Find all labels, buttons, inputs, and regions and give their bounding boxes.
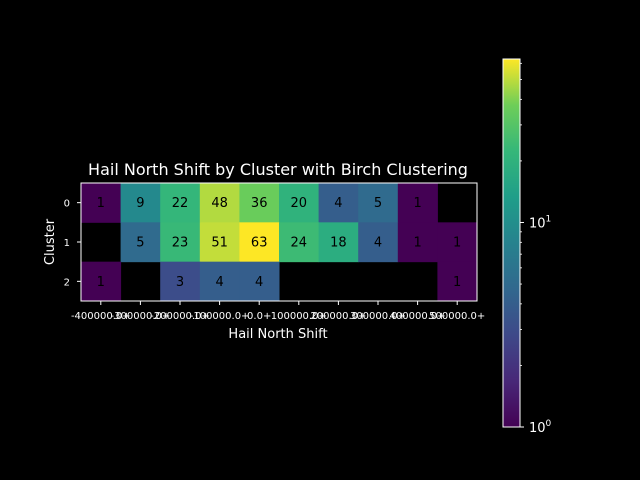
x-tick-label: 300000.0+ bbox=[350, 311, 406, 322]
cell-value-label: 51 bbox=[211, 236, 228, 251]
x-axis-ticks: -400000.0+-300000.0+-200000.0+-100000.0+… bbox=[71, 301, 485, 322]
heatmap-cell bbox=[358, 183, 399, 223]
cell-value-label: 1 bbox=[97, 196, 105, 211]
heatmap-cell bbox=[160, 222, 201, 263]
cell-value-label: 20 bbox=[291, 196, 308, 211]
heatmap-cell bbox=[160, 261, 201, 302]
heatmap-cell bbox=[81, 261, 122, 302]
heatmap-cell bbox=[120, 183, 161, 223]
heatmap-cells: 1 9 22 48 36 20 4 5 15 23 51 63 24 18 4 1 11 3 4 4 1 bbox=[81, 183, 478, 302]
x-tick-label: -200000.0+ bbox=[150, 311, 210, 322]
cell-value-label: 4 bbox=[334, 196, 342, 211]
heatmap-cell bbox=[397, 222, 438, 263]
heatmap-cell bbox=[358, 222, 399, 263]
heatmap-cell bbox=[81, 183, 122, 223]
cell-value-label: 48 bbox=[211, 196, 228, 211]
colorbar bbox=[502, 58, 521, 428]
x-tick-label: 500000.0+ bbox=[429, 311, 485, 322]
heatmap-cell bbox=[279, 183, 320, 223]
heatmap-cell bbox=[199, 222, 240, 263]
colorbar-tick-label: 101 bbox=[529, 214, 551, 231]
heatmap-cell bbox=[120, 222, 161, 263]
colorbar-ticks: 100 101 bbox=[520, 62, 552, 436]
cell-value-label: 5 bbox=[374, 196, 382, 211]
x-axis-label: Hail North Shift bbox=[228, 327, 327, 342]
heatmap-cell bbox=[318, 222, 359, 263]
heatmap-cell bbox=[239, 222, 280, 263]
heatmap-cell bbox=[437, 261, 478, 302]
x-tick-label: -300000.0+ bbox=[111, 311, 171, 322]
cell-value-label: 24 bbox=[291, 236, 308, 251]
y-axis-ticks: 0 1 2 bbox=[64, 199, 81, 288]
x-tick-label: 100000.0+ bbox=[271, 311, 327, 322]
cell-value-label: 4 bbox=[374, 236, 382, 251]
heatmap-cell bbox=[318, 183, 359, 223]
cell-value-label: 9 bbox=[136, 196, 144, 211]
cell-value-label: 18 bbox=[330, 236, 347, 251]
cell-value-label: 22 bbox=[172, 196, 189, 211]
heatmap-cell bbox=[199, 261, 240, 302]
x-tick-label: -100000.0+ bbox=[190, 311, 250, 322]
y-tick-label: 2 bbox=[64, 277, 70, 288]
y-axis-label: Cluster bbox=[43, 218, 58, 265]
heatmap-cell bbox=[199, 183, 240, 223]
cell-value-label: 1 bbox=[413, 196, 421, 211]
heatmap-cell bbox=[160, 183, 201, 223]
x-tick-label: 400000.0+ bbox=[390, 311, 446, 322]
y-tick-label: 1 bbox=[64, 238, 70, 249]
cell-value-label: 5 bbox=[136, 236, 144, 251]
heatmap-cell bbox=[239, 183, 280, 223]
heatmap-cell bbox=[239, 261, 280, 302]
chart-title: Hail North Shift by Cluster with Birch C… bbox=[88, 160, 468, 179]
cell-value-label: 1 bbox=[453, 236, 461, 251]
cell-value-label: 4 bbox=[215, 275, 223, 290]
heatmap-cell bbox=[279, 222, 320, 263]
cell-value-label: 1 bbox=[97, 275, 105, 290]
cell-value-label: 1 bbox=[413, 236, 421, 251]
cell-value-label: 63 bbox=[251, 236, 268, 251]
cell-value-label: 1 bbox=[453, 275, 461, 290]
colorbar-tick-label: 100 bbox=[529, 419, 552, 436]
cell-value-label: 36 bbox=[251, 196, 268, 211]
cell-value-label: 23 bbox=[172, 236, 189, 251]
x-tick-label: 0.0+ bbox=[247, 311, 271, 322]
cell-value-label: 4 bbox=[255, 275, 263, 290]
x-tick-label: 200000.0+ bbox=[310, 311, 366, 322]
heatmap-cell bbox=[437, 222, 478, 263]
cell-value-label: 3 bbox=[176, 275, 184, 290]
x-tick-label: -400000.0+ bbox=[71, 311, 131, 322]
y-tick-label: 0 bbox=[64, 199, 70, 210]
heatmap-cell bbox=[397, 183, 438, 223]
